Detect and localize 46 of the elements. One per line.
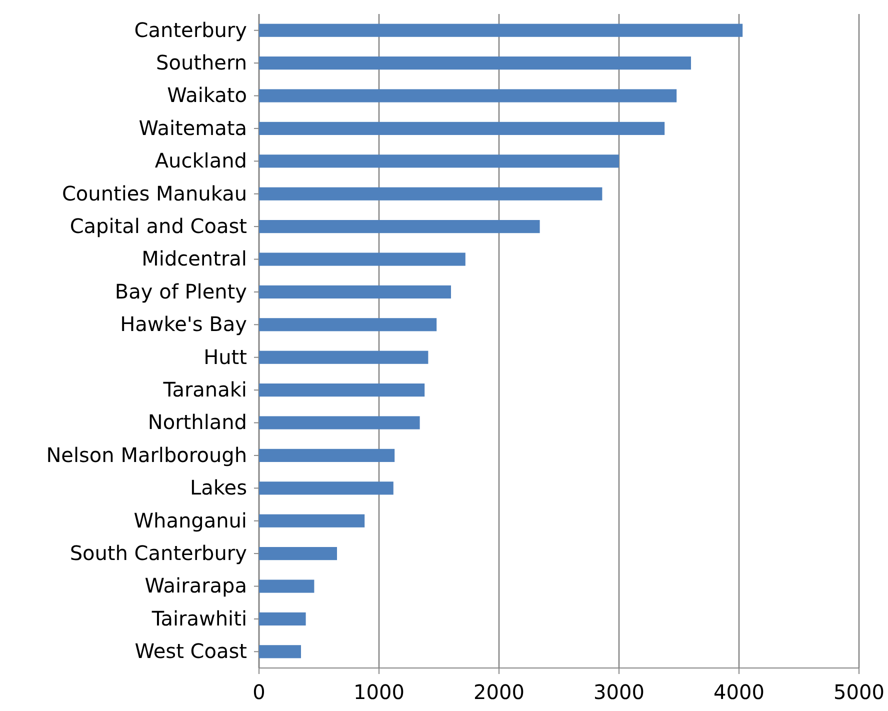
bar <box>259 154 619 168</box>
bar <box>259 416 420 430</box>
y-tick-label: Capital and Coast <box>70 214 248 238</box>
y-tick-label: Taranaki <box>162 377 247 402</box>
y-tick-label: South Canterbury <box>70 540 248 565</box>
bar <box>259 514 365 528</box>
y-tick-label: Hutt <box>204 344 248 369</box>
x-tick-label: 3000 <box>594 680 644 704</box>
x-tick-label: 0 <box>252 680 266 704</box>
y-tick-label: Whanganui <box>134 508 247 532</box>
x-tick-label: 2000 <box>474 680 524 704</box>
y-tick-label: Wairarapa <box>144 574 247 598</box>
y-tick-label: Southern <box>156 50 247 74</box>
bar <box>259 122 665 135</box>
bar <box>259 645 301 658</box>
y-tick-label: Auckland <box>154 148 247 173</box>
y-tick-label: Bay of Plenty <box>114 279 248 304</box>
bar <box>259 612 306 626</box>
bar <box>259 56 691 70</box>
y-tick-label: Nelson Marlborough <box>46 442 247 467</box>
y-tick-label: Counties Manukau <box>62 181 247 206</box>
bar <box>259 350 428 364</box>
y-tick-label: Lakes <box>190 476 247 500</box>
y-tick-label: Northland <box>148 410 247 434</box>
y-tick-label: Midcentral <box>142 246 247 271</box>
bar <box>259 24 743 37</box>
x-tick-label: 4000 <box>714 680 764 704</box>
bar <box>259 187 602 200</box>
y-tick-label: Canterbury <box>134 18 248 42</box>
y-tick-label: Hawke's Bay <box>120 312 248 336</box>
y-tick-label: Waikato <box>167 83 247 108</box>
bar <box>259 318 437 332</box>
y-tick-label: West Coast <box>134 639 248 664</box>
bar <box>259 384 425 397</box>
bar <box>259 285 451 298</box>
bar <box>259 580 314 593</box>
bar <box>259 89 677 102</box>
x-tick-label: 1000 <box>354 680 404 704</box>
bar <box>259 448 395 462</box>
y-tick-label: Tairawhiti <box>150 606 247 630</box>
y-tick-label: Waitemata <box>138 116 247 140</box>
bar <box>259 220 540 234</box>
bar <box>259 252 466 266</box>
bar <box>259 482 394 495</box>
bar <box>259 547 337 560</box>
x-tick-label: 5000 <box>834 680 884 704</box>
